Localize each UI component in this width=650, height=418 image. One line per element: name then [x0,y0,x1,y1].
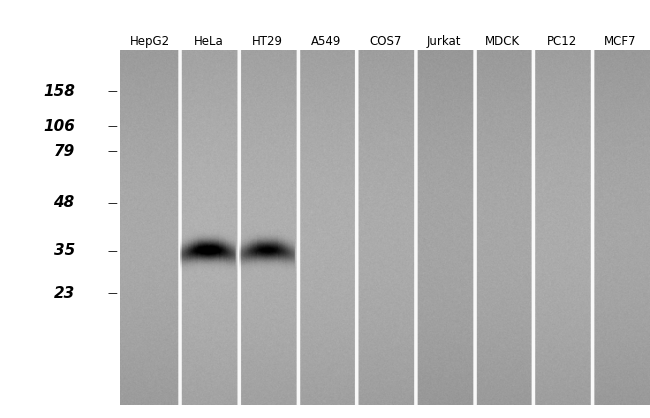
Text: MDCK: MDCK [486,35,521,48]
Text: 79: 79 [53,144,75,159]
Text: —: — [107,246,117,256]
Text: —: — [107,86,117,96]
Text: 158: 158 [43,84,75,99]
Text: —: — [107,122,117,132]
Text: PC12: PC12 [547,35,577,48]
Text: 106: 106 [43,119,75,134]
Text: HepG2: HepG2 [129,35,170,48]
Text: —: — [107,288,117,298]
Text: —: — [107,198,117,208]
Text: 23: 23 [53,286,75,301]
Text: A549: A549 [311,35,341,48]
Text: COS7: COS7 [369,35,401,48]
Text: Jurkat: Jurkat [427,35,462,48]
Text: 35: 35 [53,243,75,258]
Text: HeLa: HeLa [194,35,224,48]
Text: MCF7: MCF7 [604,35,637,48]
Text: HT29: HT29 [252,35,283,48]
Text: 48: 48 [53,196,75,210]
Text: —: — [107,146,117,156]
